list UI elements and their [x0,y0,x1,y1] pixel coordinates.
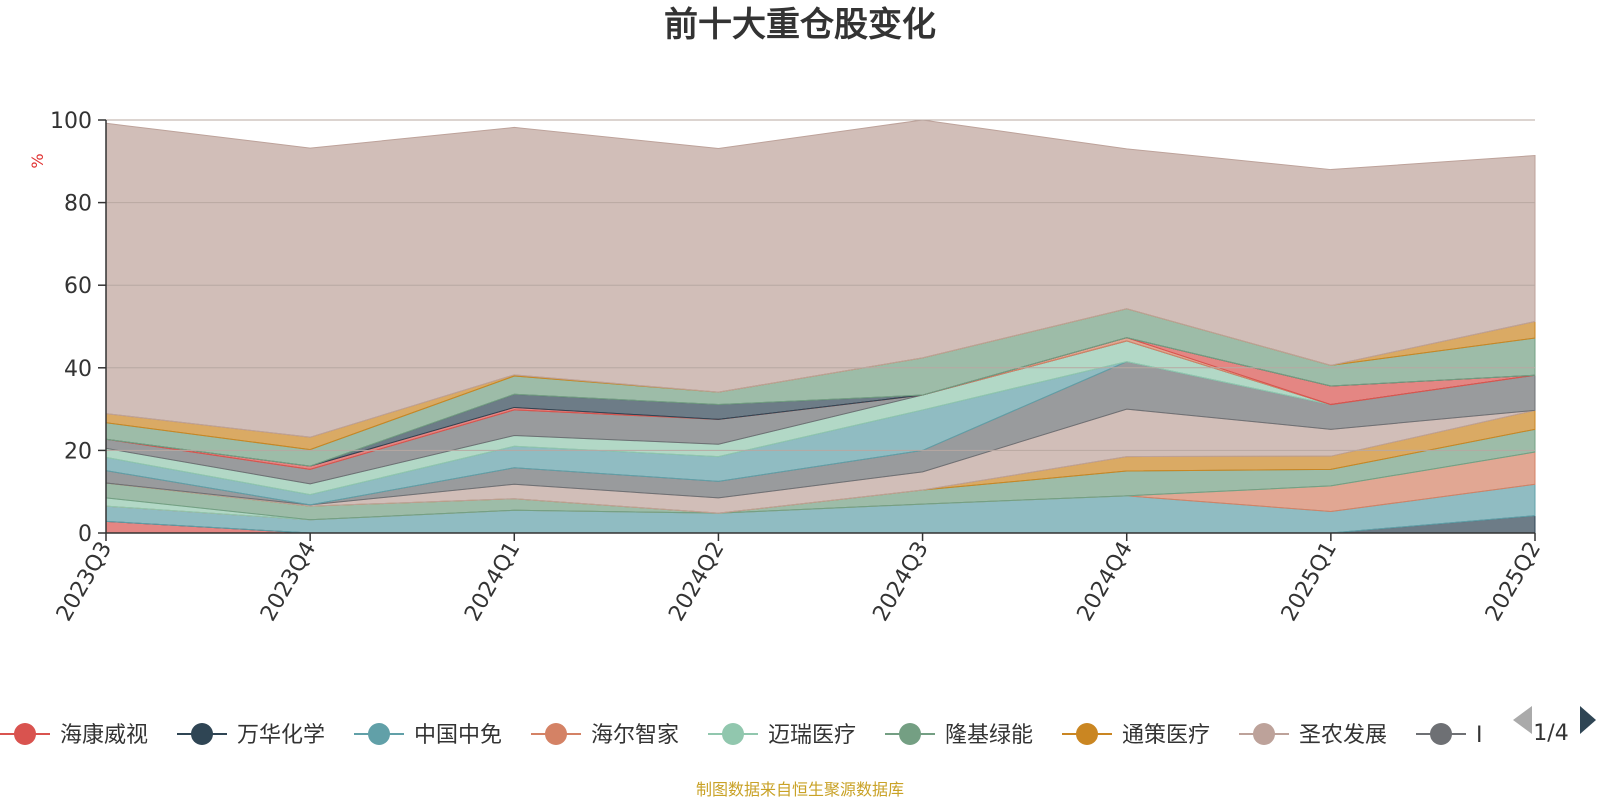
legend-marker [368,723,390,745]
y-axis-ticks: 0 20 40 60 80 100 [50,109,106,547]
legend-page-indicator: 1/4 [1533,721,1568,746]
x-axis-ticks: 2023Q3 2023Q4 2024Q1 2024Q2 2024Q3 2024Q4 2025… [52,533,1546,626]
x-tick-label: 2024Q2 [664,538,729,626]
x-tick-label: 2023Q3 [52,538,117,626]
area-series-18 [105,119,1536,438]
legend-marker [899,723,921,745]
legend-label-partial: I [1476,723,1483,748]
legend-marker [1430,723,1452,745]
y-tick-label: 100 [50,109,92,134]
legend-item[interactable]: 海尔智家 [531,723,679,748]
x-tick-label: 2025Q2 [1481,538,1546,626]
legend-item[interactable]: 通策医疗 [1062,723,1210,748]
grid-lines [106,119,1535,451]
x-tick-label: 2024Q4 [1073,538,1138,626]
legend-item[interactable]: 海康威视 [0,723,148,748]
x-tick-label: 2024Q1 [460,538,525,626]
legend-marker [14,723,36,745]
y-tick-label: 0 [78,522,92,547]
legend-item[interactable]: 万华化学 [177,723,325,748]
legend-item[interactable]: 圣农发展 [1239,723,1387,748]
legend-label: 隆基绿能 [945,723,1033,748]
legend: 海康威视 万华化学 中国中免 海尔智家 迈瑞医疗 隆基绿能 通策医疗 圣农发展 I [0,723,1483,748]
stacked-areas [105,119,1536,534]
x-tick-label: 2024Q3 [868,538,933,626]
legend-label: 海康威视 [60,723,148,748]
legend-label: 迈瑞医疗 [768,723,856,748]
y-axis-unit: % [28,153,47,168]
legend-label: 万华化学 [237,723,325,748]
chart-title: 前十大重仓股变化 [664,5,936,45]
legend-next-page-icon[interactable] [1580,706,1596,734]
legend-label: 圣农发展 [1299,723,1387,748]
x-tick-label: 2025Q1 [1277,538,1342,626]
legend-item[interactable]: 隆基绿能 [885,723,1033,748]
y-tick-label: 20 [64,439,92,464]
source-note: 制图数据来自恒生聚源数据库 [696,780,904,799]
legend-pager: 1/4 [1513,706,1596,746]
legend-marker [191,723,213,745]
legend-marker [1076,723,1098,745]
legend-prev-page-icon[interactable] [1513,706,1532,734]
legend-label: 通策医疗 [1122,723,1210,748]
x-tick-label: 2023Q4 [256,538,321,626]
legend-marker [722,723,744,745]
legend-item-partial[interactable]: I [1416,723,1483,748]
legend-item[interactable]: 迈瑞医疗 [708,723,856,748]
y-tick-label: 60 [64,274,92,299]
y-tick-label: 80 [64,192,92,217]
y-tick-label: 40 [64,357,92,382]
legend-marker [1253,723,1275,745]
legend-marker [545,723,567,745]
legend-label: 中国中免 [414,723,502,748]
legend-label: 海尔智家 [591,723,679,748]
legend-item[interactable]: 中国中免 [354,723,502,748]
axes [105,120,1535,534]
